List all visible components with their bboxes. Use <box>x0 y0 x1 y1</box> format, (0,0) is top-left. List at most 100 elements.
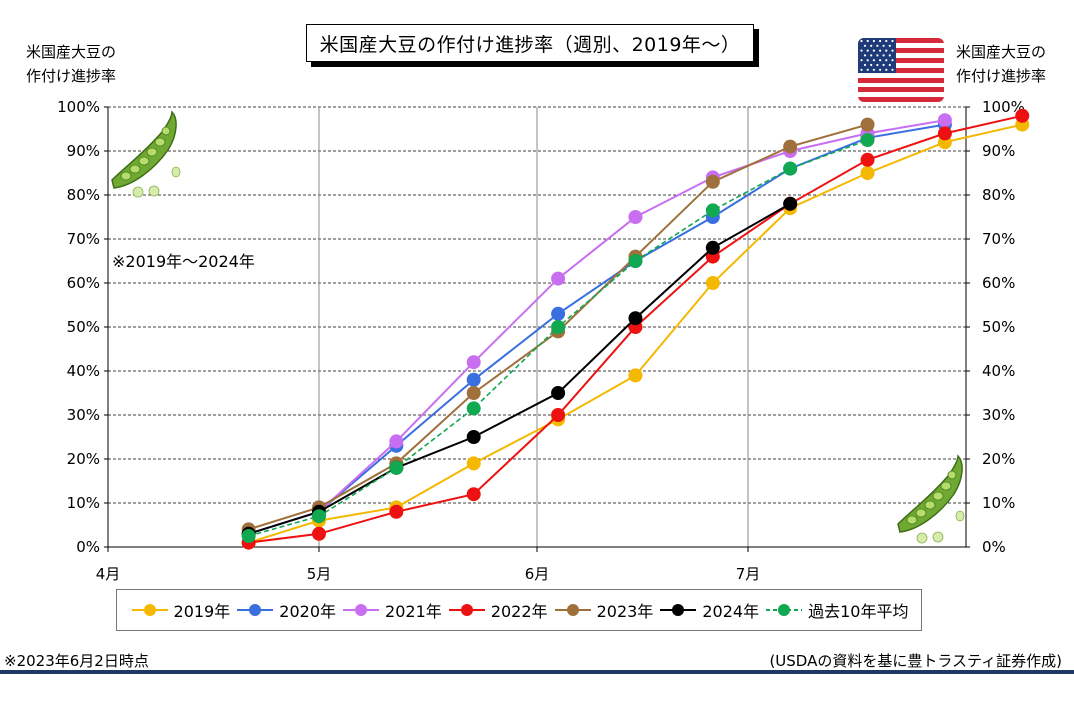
flag-star <box>879 68 882 71</box>
data-point <box>705 174 720 189</box>
series-1 <box>241 117 952 541</box>
legend-label: 2020年 <box>279 602 337 621</box>
grid <box>108 106 966 547</box>
y-tick-label-right: 10% <box>982 494 1015 512</box>
y-tick-label-right: 70% <box>982 230 1015 248</box>
flag-star <box>891 39 894 43</box>
data-point <box>466 456 481 471</box>
data-point <box>311 526 326 541</box>
legend-item: 2019年 <box>130 598 231 622</box>
data-point <box>551 306 566 321</box>
data-point <box>389 460 404 475</box>
footer-divider <box>0 670 1074 674</box>
y-axis-title-left-line2: 作付け進捗率 <box>26 67 117 85</box>
flag-star <box>882 63 885 67</box>
data-point <box>783 161 798 176</box>
legend-label: 2021年 <box>385 602 442 621</box>
us-flag-icon <box>858 38 944 102</box>
flag-star <box>872 59 875 62</box>
flag-star <box>885 49 888 52</box>
flag-star <box>860 39 863 43</box>
data-point <box>466 487 481 502</box>
year-range-note: ※2019年～2024年 <box>112 252 255 271</box>
data-point <box>389 504 404 519</box>
y-axis-title-right-line1: 米国産大豆の <box>956 43 1047 61</box>
flag-star <box>863 63 867 67</box>
legend-swatch <box>660 604 697 616</box>
flag-star <box>872 39 875 43</box>
data-point <box>466 372 481 387</box>
y-tick-label-left: 70% <box>67 230 100 248</box>
data-point <box>628 254 643 268</box>
data-point <box>466 386 481 400</box>
flag-star <box>888 44 891 47</box>
data-point <box>628 210 643 224</box>
y-axis-title-right-line2: 作付け進捗率 <box>956 67 1047 85</box>
y-tick-label-right: 100% <box>982 98 1025 116</box>
data-point <box>551 386 566 400</box>
series-5 <box>241 196 798 541</box>
data-point <box>705 240 720 255</box>
y-tick-label-right: 30% <box>982 406 1015 424</box>
data-point <box>937 126 952 141</box>
data-point <box>241 529 256 543</box>
y-axis-title-right: 米国産大豆の 作付け進捗率 <box>956 40 1046 88</box>
flag-star <box>872 49 875 52</box>
flag-star <box>876 63 879 67</box>
flag-star <box>866 49 869 52</box>
y-tick-label-left: 20% <box>67 450 100 468</box>
flag-star <box>860 68 863 71</box>
y-tick-label-left: 50% <box>67 318 100 336</box>
y-tick-label-left: 10% <box>67 494 100 512</box>
data-point <box>860 133 875 147</box>
flag-star <box>891 68 894 71</box>
data-point <box>783 196 798 211</box>
legend-label: 過去10年平均 <box>808 602 909 621</box>
flag-star <box>882 44 885 47</box>
legend-swatch <box>766 604 803 616</box>
data-point <box>551 408 566 422</box>
y-tick-label-left: 60% <box>67 274 100 292</box>
y-axis-title-left: 米国産大豆の 作付け進捗率 <box>26 40 116 88</box>
flag-star <box>866 68 869 71</box>
data-point <box>783 139 798 154</box>
y-tick-label-right: 80% <box>982 186 1015 204</box>
x-tick-label: 4月 <box>96 565 121 583</box>
data-point <box>466 401 481 416</box>
legend-label: 2023年 <box>596 602 654 621</box>
legend-swatch <box>554 604 591 616</box>
flag-star <box>870 54 873 57</box>
flag-star <box>879 59 882 62</box>
legend-item: 2021年 <box>341 598 442 622</box>
flag-star <box>879 39 882 43</box>
data-point <box>466 355 481 370</box>
y-tick-label-left: 100% <box>57 98 100 116</box>
flag-star <box>860 49 863 52</box>
y-tick-label-left: 0% <box>76 538 100 556</box>
legend-label: 2022年 <box>490 602 548 621</box>
data-point <box>628 311 643 326</box>
y-axis-title-left-line1: 米国産大豆の <box>26 43 117 61</box>
data-point <box>937 113 952 128</box>
flag-star <box>888 63 891 67</box>
y-tick-label-right: 50% <box>982 318 1015 336</box>
flag-star <box>863 44 867 47</box>
data-point <box>389 434 404 449</box>
legend-item: 2020年 <box>235 598 336 622</box>
data-point <box>705 203 720 218</box>
data-point <box>551 320 566 334</box>
y-tick-label-left: 30% <box>67 406 100 424</box>
legend: 2019年 2020年 2021年 2022年 2023年 2024年 過去10年平均 <box>116 589 922 631</box>
data-point <box>860 117 875 132</box>
x-tick-label: 5月 <box>307 565 332 583</box>
legend-swatch <box>131 604 168 616</box>
flag-star <box>891 49 894 52</box>
flag-star <box>879 49 882 52</box>
legend-swatch <box>448 604 485 616</box>
legend-item: 過去10年平均 <box>764 598 908 622</box>
legend-label: 2019年 <box>173 602 231 621</box>
x-tick-label: 7月 <box>736 565 761 583</box>
y-tick-label-left: 80% <box>67 186 100 204</box>
y-tick-label-right: 0% <box>982 538 1006 556</box>
series-lines <box>241 108 1030 550</box>
